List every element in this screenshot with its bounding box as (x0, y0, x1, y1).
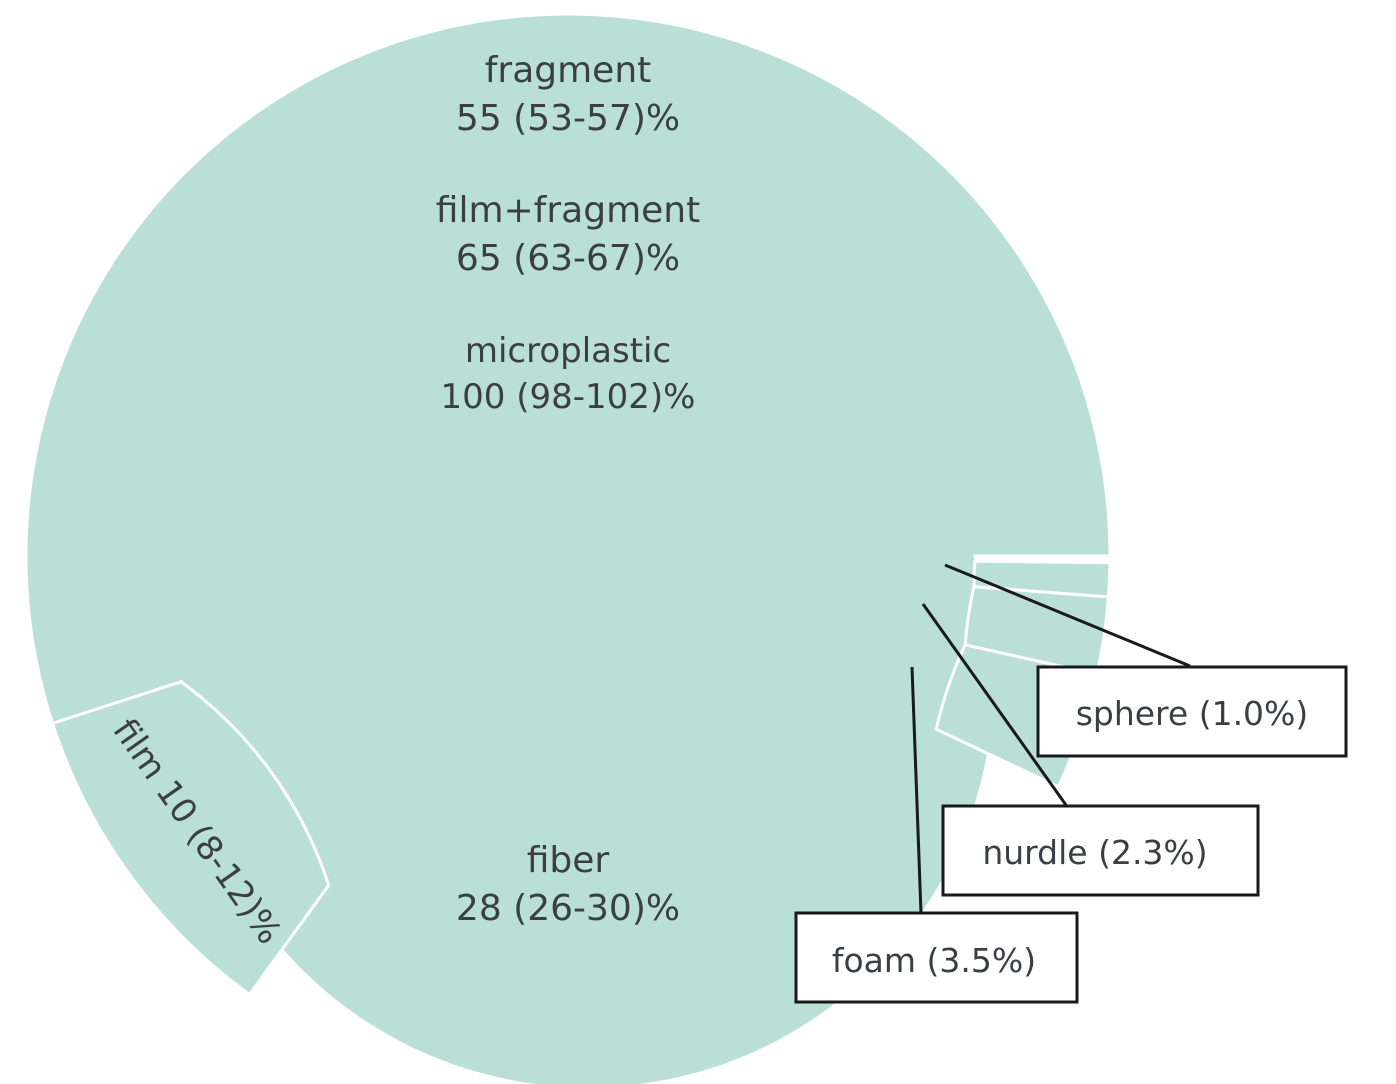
callout-label-sphere: sphere (1.0%) (1076, 694, 1309, 733)
label-film-fragment-value: 65 (63-67)% (456, 238, 680, 279)
label-fiber-name: fiber (527, 840, 610, 881)
label-fragment-value: 55 (53-57)% (456, 98, 680, 139)
arc-nurdle (963, 585, 1111, 677)
label-microplastic-name: microplastic (465, 331, 671, 371)
leader-line-sphere (944, 563, 1191, 668)
label-microplastic-value: 100 (98-102)% (441, 377, 696, 417)
leader-line-nurdle (921, 603, 1068, 806)
sunburst-arcs (24, 12, 1112, 1084)
callout-box-sphere (1036, 665, 1348, 758)
label-film-fragment-name: film+fragment (436, 190, 700, 231)
callout-box-nurdle (941, 804, 1260, 897)
arc-film (50, 680, 331, 997)
arc-sphere (972, 559, 1112, 599)
leader-line-foam (910, 666, 923, 914)
label-fragment-name: fragment (485, 50, 652, 91)
label-fiber-value: 28 (26-30)% (456, 888, 680, 929)
callout-label-foam: foam (3.5%) (832, 941, 1036, 980)
callout-label-nurdle: nurdle (2.3%) (982, 833, 1207, 872)
callout-box-foam (794, 911, 1079, 1004)
